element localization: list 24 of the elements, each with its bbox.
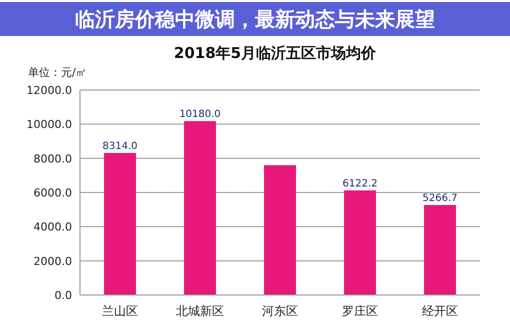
x-tick-label: 河东区	[262, 304, 298, 318]
data-label: 5266.7	[422, 193, 458, 204]
y-tick-label: 10000.0	[26, 118, 72, 132]
bar	[344, 190, 376, 295]
bar	[104, 152, 136, 295]
x-tick-label: 兰山区	[102, 304, 138, 318]
y-axis-title: 单位：元/㎡	[28, 66, 87, 79]
y-tick-label: 2000.0	[34, 254, 72, 268]
y-tick-label: 8000.0	[34, 152, 72, 166]
y-tick-label: 6000.0	[34, 186, 72, 200]
bar	[184, 121, 216, 295]
x-tick-label: 北城新区	[176, 304, 224, 318]
bar	[424, 205, 456, 295]
data-label: 6122.2	[342, 178, 378, 190]
data-label: 8314.0	[102, 140, 138, 152]
text: 临沂房价稳中微调，最新动态与未来展望	[75, 7, 435, 31]
y-tick-label: 0.0	[54, 289, 72, 302]
y-tick-label: 12000.0	[26, 84, 72, 97]
x-tick-label: 经开区	[422, 304, 458, 318]
x-tick-label: 罗庄区	[342, 304, 378, 318]
chart-title: 2018年5月临沂五区市场均价	[174, 44, 378, 62]
y-tick-label: 4000.0	[34, 220, 72, 234]
data-label: 10180.0	[179, 109, 221, 120]
bar	[264, 165, 296, 295]
